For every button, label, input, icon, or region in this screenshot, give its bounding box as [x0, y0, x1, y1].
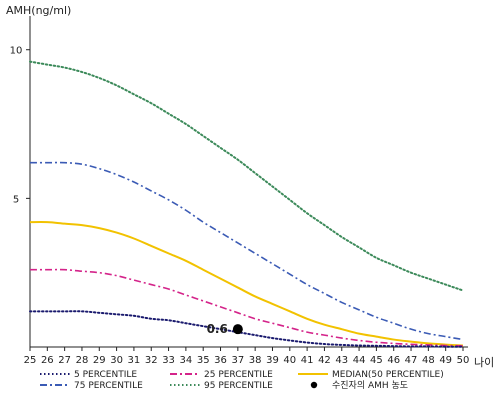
legend-item: MEDIAN(50 PERCENTILE): [298, 370, 444, 380]
x-tick-label: 48: [422, 355, 435, 366]
patient-amh-value-label: 0.6: [207, 322, 228, 336]
x-tick-label: 29: [93, 355, 106, 366]
y-axis-title: AMH(ng/ml): [6, 4, 71, 17]
legend-label: 75 PERCENTILE: [74, 381, 143, 391]
x-tick-label: 31: [128, 355, 141, 366]
x-ticks: 25 26 27 28 29 30 31 32 33 34 35 36 37 38 39 40 41 42 43 44…: [24, 347, 470, 366]
legend-label: 95 PERCENTILE: [204, 381, 273, 391]
x-tick-label: 25: [24, 355, 37, 366]
legend-label: MEDIAN(50 PERCENTILE): [332, 370, 444, 380]
series-line-2: [29, 221, 464, 347]
x-tick-label: 47: [405, 355, 418, 366]
x-tick-label: 35: [197, 355, 210, 366]
x-tick-label: 38: [249, 355, 262, 366]
legend-swatch: [310, 381, 318, 389]
legend-item: 25 PERCENTILE: [170, 370, 273, 380]
legend-label: 25 PERCENTILE: [204, 370, 273, 380]
x-tick-label: 45: [370, 355, 383, 366]
x-tick-label: 39: [266, 355, 279, 366]
legend-label: 5 PERCENTILE: [74, 370, 137, 380]
y-ticks: 5 10: [10, 46, 30, 205]
x-tick-label: 27: [58, 355, 71, 366]
x-tick-label: 28: [76, 355, 89, 366]
series-line-0: [29, 60, 464, 292]
legend-item: 수진자의 AMH 농도: [310, 380, 408, 391]
x-tick-label: 43: [335, 355, 348, 366]
legend-item: 75 PERCENTILE: [40, 381, 143, 391]
x-tick-label: 36: [214, 355, 227, 366]
patient-amh-point: [232, 324, 243, 335]
series-line-3: [30, 268, 464, 347]
x-tick-label: 46: [387, 355, 400, 366]
x-tick-label: 37: [231, 355, 244, 366]
series-line-1: [30, 161, 464, 341]
legend-item: 5 PERCENTILE: [40, 370, 137, 380]
x-tick-label: 42: [318, 355, 331, 366]
x-tick-label: 41: [301, 355, 314, 366]
x-tick-label: 30: [110, 355, 123, 366]
x-tick-label: 32: [145, 355, 158, 366]
legend: 5 PERCENTILE 25 PERCENTILE MEDIAN(50 PERCE…: [40, 370, 444, 391]
x-tick-label: 50: [457, 355, 470, 366]
x-tick-label: 40: [283, 355, 296, 366]
legend-item: 95 PERCENTILE: [170, 381, 273, 391]
x-tick-label: 34: [180, 355, 193, 366]
x-tick-label: 49: [439, 355, 452, 366]
legend-label: 수진자의 AMH 농도: [332, 380, 408, 391]
x-tick-label: 26: [41, 355, 54, 366]
series-lines: [29, 60, 464, 348]
x-tick-label: 33: [162, 355, 175, 366]
x-tick-label: 44: [353, 355, 366, 366]
y-tick-label: 5: [13, 194, 19, 205]
y-tick-label: 10: [10, 46, 23, 57]
series-line-4: [29, 310, 464, 348]
x-axis-title: 나이: [474, 356, 494, 369]
data-point: 0.6: [207, 322, 243, 336]
